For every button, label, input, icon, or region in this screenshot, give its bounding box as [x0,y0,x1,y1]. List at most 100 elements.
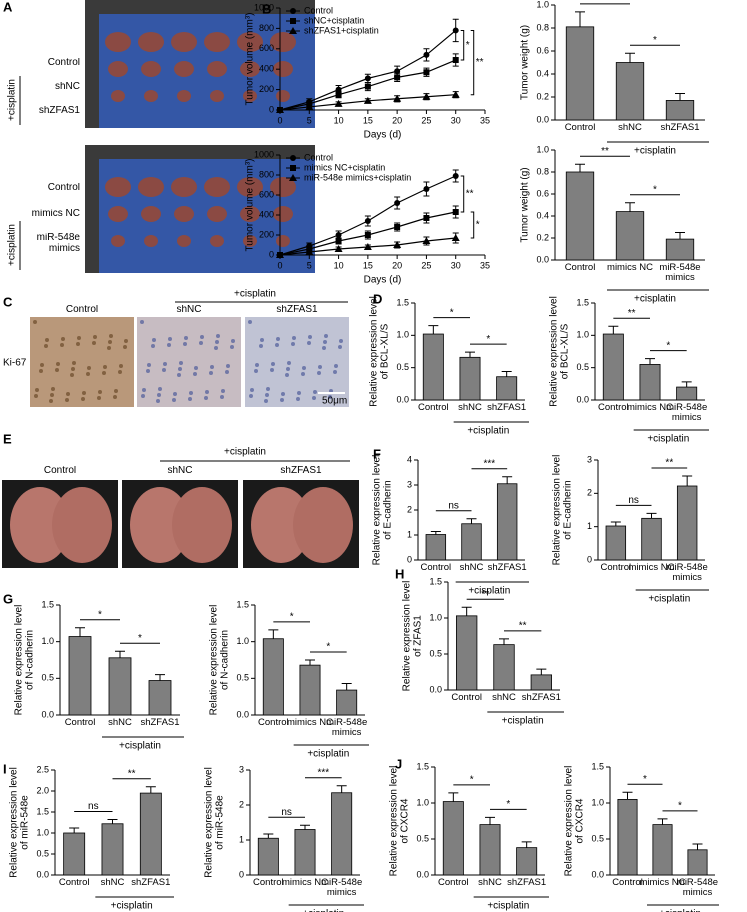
tumor [270,32,296,52]
lobe [130,487,190,563]
x-tick-label-box: Control [421,563,452,572]
x-tick-label: 20 [392,260,402,270]
x-tick-label-box: shNC [478,878,502,887]
y-axis-label: of CXCR4 [575,798,586,843]
error-bar [536,668,547,675]
cell [301,372,305,376]
cell [275,343,279,347]
x-tick-label: shNC [618,123,642,133]
error-bar [646,512,657,519]
error-bar [268,629,279,639]
cell [177,373,181,377]
error-bar [502,476,513,484]
point [423,215,430,221]
y-tick-label: 1 [407,529,412,539]
x-tick-label: mimics NC [607,263,653,273]
point [423,186,430,192]
point [394,68,401,75]
x-tick-label: Control [451,693,482,703]
y-tick-label: 0 [269,249,274,259]
x-tick-label-box: shZFAS1 [488,563,527,572]
bar [676,386,698,401]
x-tick-label-box: shZFAS1 [522,693,561,702]
y-tick-label: 200 [259,229,274,239]
cell [291,342,295,346]
x-tick-label-box: Control [59,878,90,887]
cell [86,372,90,376]
y-tick-label: 800 [259,23,274,33]
group-label: +cisplatin [111,901,153,912]
y-tick-label: 0.5 [396,362,409,372]
tumor [210,90,224,102]
column-label: shNC [167,466,193,476]
tumor [276,235,290,247]
cell [270,368,274,372]
significance-label: ** [665,458,673,469]
tumor [207,61,227,77]
cell [109,334,113,338]
cell [199,341,203,345]
tumor [174,206,194,222]
x-tick-label: Control [64,718,96,728]
column-label: Control [43,466,77,476]
cell [221,389,225,393]
cell [56,362,60,366]
tumor [108,61,128,77]
cell [103,365,107,369]
tumor [207,206,227,222]
tumor [138,32,164,52]
y-tick-label: 1.5 [36,806,49,816]
error-bar [499,638,509,645]
legend-label: Control [304,152,333,162]
x-tick-label: 30 [451,115,461,125]
bar [665,100,695,121]
bar [652,824,673,876]
y-axis-label: Tumor weight (g) [520,167,531,242]
x-tick-label: miR-548e mimics [326,718,368,738]
y-tick-label: 800 [259,169,274,179]
column-label-box: shNC [176,305,202,315]
x-tick-label: 30 [451,260,461,270]
cell [167,343,171,347]
x-tick-label-box: Control [418,403,449,412]
bar [422,333,444,401]
significance-label: ns [281,807,292,818]
cell [87,366,91,370]
column-label: shNC [176,305,202,315]
group-label: +cisplatin [7,224,18,266]
error-bar [692,843,703,850]
cell [193,372,197,376]
y-tick-label: 1.0 [41,636,54,646]
bar [496,483,518,561]
cell [39,369,43,373]
cell [338,345,342,349]
y-axis-label: of CXCR4 [400,798,411,843]
panel-letter: B [262,1,271,16]
cell [248,320,252,324]
cell [302,366,306,370]
cell [151,344,155,348]
cell [276,337,280,341]
point [364,83,371,90]
scale-bar-label: 50μm [322,396,347,407]
y-tick-label: 1.0 [576,330,589,340]
y-tick-label: 0.0 [41,709,54,719]
y-tick-label: 0.0 [576,394,589,404]
photo [137,317,241,407]
cell [214,346,218,350]
y-tick-label: 0 [239,869,244,879]
cell [70,373,74,377]
cell [60,343,64,347]
y-tick-label: 1.5 [396,297,409,307]
bar [641,517,662,561]
cell [255,363,259,367]
y-axis-label: Tumor weight (g) [520,25,531,100]
point [364,75,371,82]
legend-label: mimics NC+cisplatin [304,162,385,172]
tumor [270,177,296,197]
point [335,86,342,93]
row-label: shZFAS1 [38,106,80,116]
significance-label: ** [481,589,489,600]
point [335,238,342,244]
